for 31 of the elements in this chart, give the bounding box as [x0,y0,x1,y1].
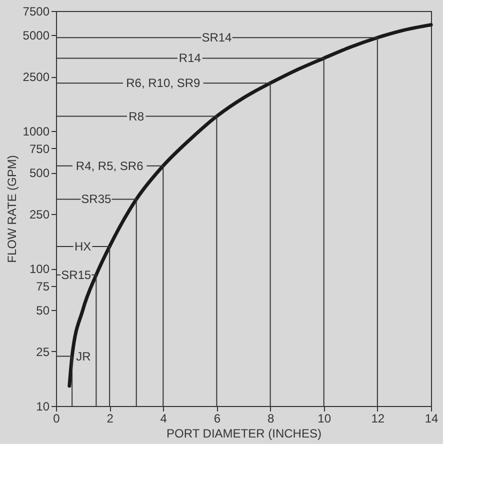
y-axis-title: FLOW RATE (GPM) [4,155,19,263]
ref-line-label: SR14 [202,30,232,45]
y-tick-label: 500 [29,166,50,180]
ref-line-label: R4, R5, SR6 [76,158,144,173]
x-tick-label: 4 [160,412,168,426]
y-tick-label: 750 [29,142,50,156]
y-tick-label: 7500 [22,4,50,18]
y-tick-label: 5000 [22,28,50,43]
x-tick-label: 14 [424,412,438,426]
x-axis-title: PORT DIAMETER (INCHES) [166,426,322,440]
x-tick-label: 0 [53,412,60,426]
ref-line-label: JR [76,349,92,364]
ref-line-label: R14 [178,51,202,66]
y-tick-label: 1000 [22,124,50,139]
y-tick-label: 100 [29,262,50,276]
x-tick-label: 2 [106,412,114,426]
ref-line-label: SR35 [81,192,112,206]
x-tick-label: 10 [318,412,332,426]
ref-line-label: HX [74,239,92,254]
ref-line-label: R8 [128,109,144,124]
ref-line-label: SR15 [61,268,92,282]
ref-line-label: R6, R10, SR9 [126,76,200,90]
y-tick-label: 75 [36,279,50,294]
y-tick-label: 2500 [22,70,50,84]
y-tick-label: 50 [36,303,50,318]
x-tick-label: 8 [267,412,274,426]
y-tick-label: 25 [36,344,50,359]
x-tick-label: 6 [214,412,221,426]
x-tick-label: 12 [371,412,385,426]
y-tick-label: 250 [29,207,50,222]
y-tick-label: 10 [36,400,50,414]
